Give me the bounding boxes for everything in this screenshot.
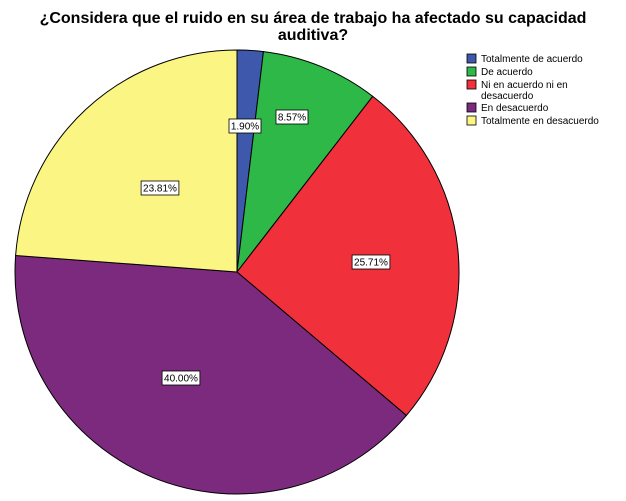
legend-label: De acuerdo (481, 67, 533, 78)
legend-swatch (466, 53, 477, 64)
legend-item-de-acuerdo: De acuerdo (466, 66, 533, 78)
data-label-totalmente-de-acuerdo: 1.90% (228, 118, 262, 134)
legend-item-totalmente-de-acuerdo: Totalmente de acuerdo (466, 53, 583, 65)
pie-slice-en-desacuerdo (14, 254, 408, 495)
data-label-box (228, 118, 262, 134)
legend-item-totalmente-en-desacuerdo: Totalmente en desacuerdo (466, 115, 599, 127)
data-label-text: 8.57% (278, 113, 306, 124)
chart-title-line-2: auditiva? (277, 27, 349, 44)
data-label-en-desacuerdo: 40.00% (161, 370, 201, 386)
data-label-box (275, 109, 309, 125)
data-label-de-acuerdo: 8.57% (275, 109, 309, 125)
data-label-box (161, 370, 201, 386)
data-label-box (351, 254, 391, 270)
pie-slice-totalmente-en-desacuerdo (15, 49, 238, 273)
data-label-text: 23.81% (143, 184, 177, 195)
legend-label: desacuerdo (481, 91, 534, 102)
legend-label: Totalmente de acuerdo (481, 54, 583, 65)
legend-swatch (466, 66, 477, 77)
data-label-text: 25.71% (354, 258, 388, 269)
legend-label: En desacuerdo (481, 103, 549, 114)
data-label-text: 40.00% (164, 374, 198, 385)
legend-item-en-desacuerdo: En desacuerdo (466, 102, 549, 114)
chart-title-line-1: ¿Considera que el ruido en su área de tr… (39, 10, 587, 27)
legend-swatch (466, 102, 477, 113)
data-label-ni-en-acuerdo-ni-en-desacuerdo: 25.71% (351, 254, 391, 270)
pie-slice-de-acuerdo (236, 51, 374, 274)
data-label-text: 1.90% (231, 122, 259, 133)
data-labels: 1.90% 8.57% 25.71% 40.00% 23.81% (140, 109, 391, 386)
legend-label: Totalmente en desacuerdo (481, 116, 599, 127)
legend-swatch (466, 79, 477, 90)
chart-title: ¿Considera que el ruido en su área de tr… (0, 10, 626, 44)
legend-swatch (466, 115, 477, 126)
legend-label: Ni en acuerdo ni en (481, 80, 568, 91)
data-label-box (140, 180, 180, 196)
pie-slices (14, 49, 460, 495)
data-label-totalmente-en-desacuerdo: 23.81% (140, 180, 180, 196)
pie-slice-ni-en-acuerdo-ni-en-desacuerdo (236, 95, 460, 417)
